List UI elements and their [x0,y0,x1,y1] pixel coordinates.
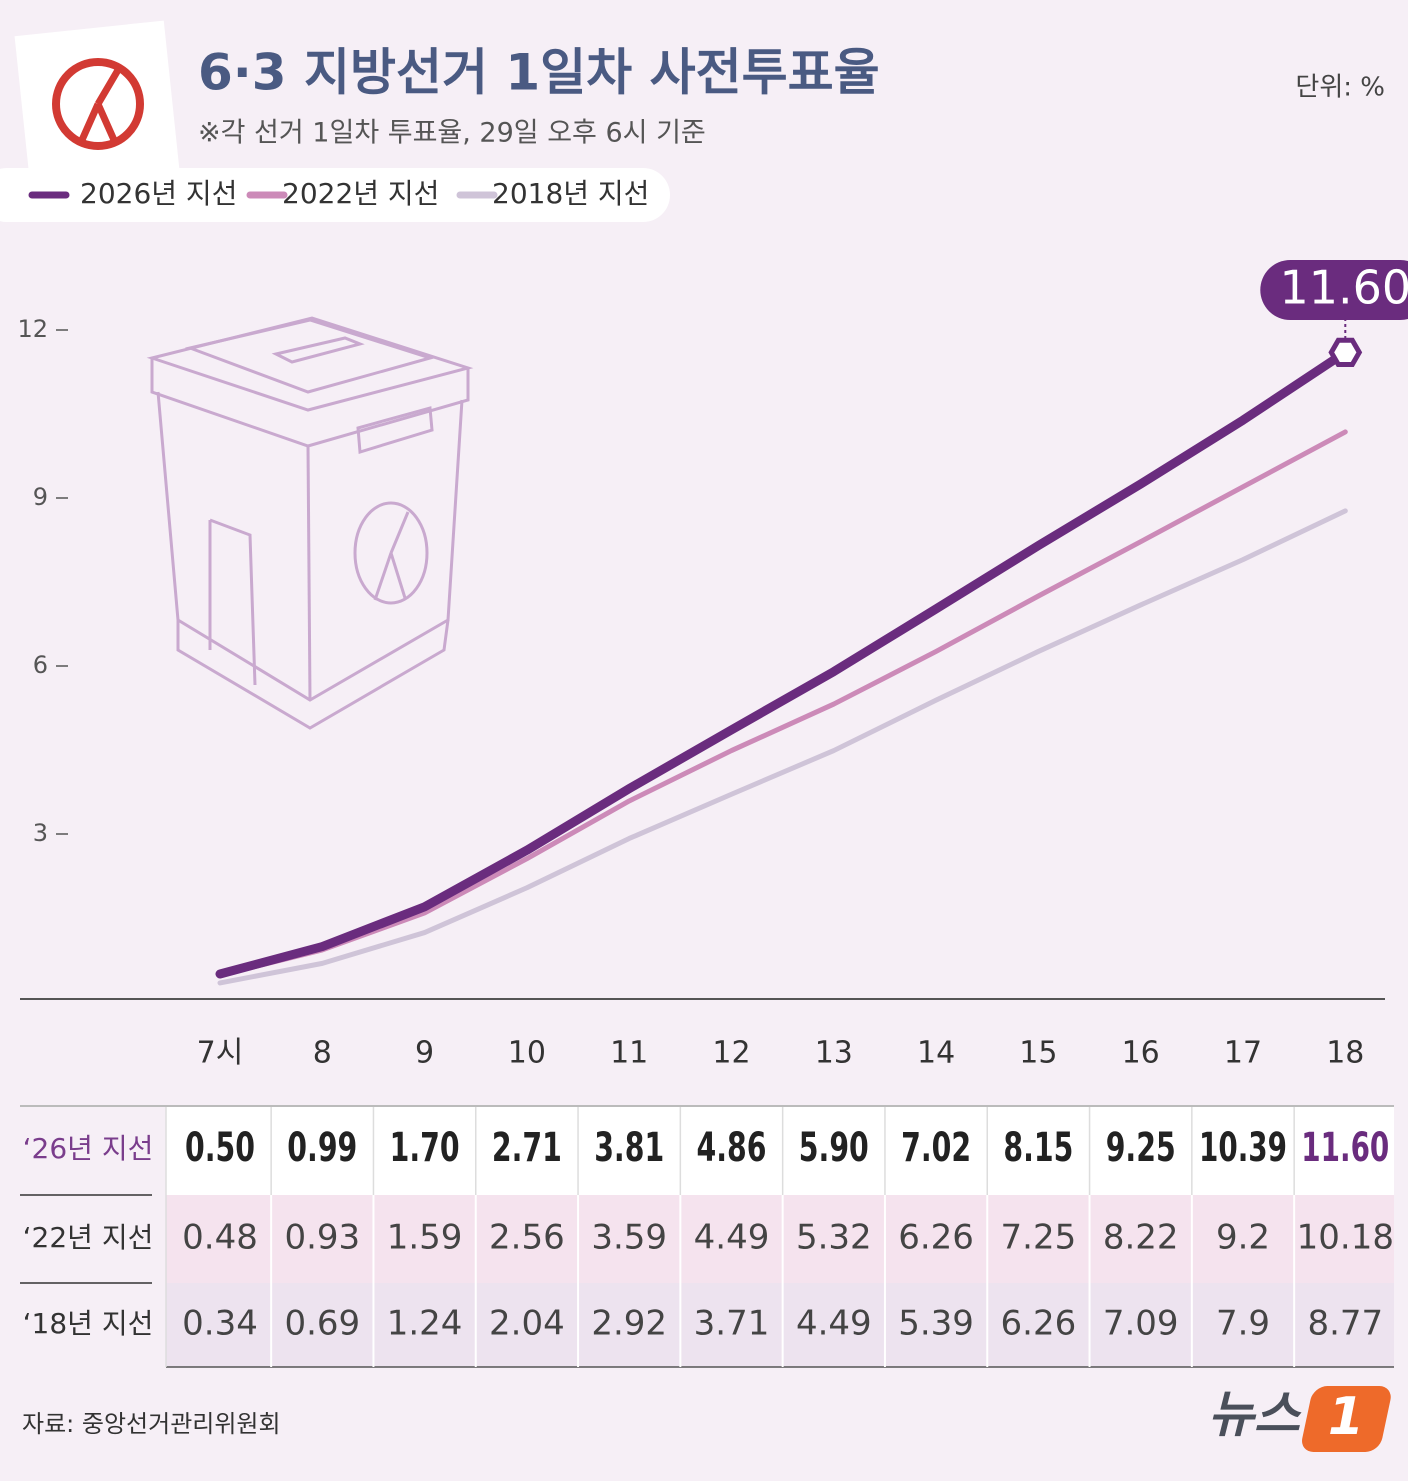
table-cell: 6.26 [898,1218,974,1258]
table-row-label: ‘18년 지선 [23,1307,154,1340]
table-cell: 1.24 [387,1304,463,1344]
x-tick-label: 9 [415,1036,434,1071]
annotation-label: 11.60 [1279,261,1408,315]
table-cell: 5.39 [898,1304,974,1344]
brand-logo: 뉴스 1 [1208,1386,1391,1452]
brand-text: 뉴스 [1208,1386,1302,1444]
legend-box [0,168,670,222]
brand-badge [1302,1386,1391,1452]
table-cell: 2.92 [591,1304,667,1344]
table-cell: 11.60 [1301,1125,1389,1171]
table-row-label: ‘26년 지선 [23,1132,154,1165]
y-tick-label: 12 [17,315,48,343]
brand-number: 1 [1328,1387,1364,1447]
x-tick-label: 16 [1122,1036,1160,1071]
source: 자료: 중앙선거관리위원회 [22,1410,281,1438]
y-tick-label: 3 [33,819,48,847]
table-cell: 7.9 [1216,1304,1270,1344]
legend-label: 2022년 지선 [282,177,439,210]
annotation-box [1260,260,1408,320]
table-cell: 0.50 [185,1125,255,1171]
table-cell: 6.26 [1001,1304,1077,1344]
x-tick-label: 10 [508,1036,546,1071]
table-cell: 0.48 [182,1218,258,1258]
series-line [217,508,1348,986]
x-tick-label: 14 [917,1036,955,1071]
y-tick-label: 9 [33,483,48,511]
y-tick-label: 6 [33,651,48,679]
table-cell: 2.71 [492,1125,562,1171]
x-tick-label: 17 [1224,1036,1262,1071]
table-cell: 0.99 [287,1125,357,1171]
subtitle: ※각 선거 1일차 투표율, 29일 오후 6시 기준 [198,118,706,149]
x-tick-label: 11 [610,1036,648,1071]
chart-title: 6·3 지방선거 1일차 사전투표율 [198,44,880,102]
table-cell: 2.04 [489,1304,565,1344]
table-cell: 4.49 [796,1304,872,1344]
table-row-bg [166,1107,1394,1195]
table-cell: 1.59 [387,1218,463,1258]
table-cell: 0.69 [284,1304,360,1344]
table-cell: 9.25 [1106,1125,1176,1171]
table-row-label: ‘22년 지선 [23,1221,154,1254]
table-cell: 8.77 [1307,1304,1383,1344]
table-cell: 10.18 [1297,1218,1394,1258]
unit: 단위: % [1295,73,1385,103]
x-tick-label: 8 [313,1036,332,1071]
table-cell: 7.25 [1001,1218,1077,1258]
table-cell: 10.39 [1199,1125,1287,1171]
table-cell: 2.56 [489,1218,565,1258]
ballot-icon [14,20,180,186]
x-tick-label: 7시 [197,1036,244,1071]
table-cell: 9.2 [1216,1218,1270,1258]
x-tick-label: 12 [712,1036,750,1071]
table-cell: 3.71 [694,1304,770,1344]
series-line [215,347,1350,979]
table-cell: 7.02 [901,1125,971,1171]
x-tick-label: 18 [1326,1036,1364,1071]
ballot-box-illustration [146,316,474,730]
table-cell: 0.93 [284,1218,360,1258]
table-cell: 4.86 [697,1125,767,1171]
table-row-bg [166,1283,1394,1367]
table-cell: 5.32 [796,1218,872,1258]
end-marker [1328,337,1363,368]
table-cell: 3.59 [591,1218,667,1258]
table-cell: 7.09 [1103,1304,1179,1344]
table-cell: 0.34 [182,1304,258,1344]
table-cell: 4.49 [694,1218,770,1258]
legend-label: 2026년 지선 [80,177,237,210]
table-cell: 5.90 [799,1125,869,1171]
x-tick-label: 15 [1019,1036,1057,1071]
table-cell: 1.70 [390,1125,460,1171]
series-line [217,429,1348,978]
table-cell: 8.15 [1003,1125,1073,1171]
legend-label: 2018년 지선 [492,177,649,210]
x-tick-label: 13 [815,1036,853,1071]
table-row-bg [166,1195,1394,1283]
table-cell: 3.81 [594,1125,664,1171]
legend: 2026년 지선 2022년 지선 2018년 지선 [28,177,649,210]
table-cell: 8.22 [1103,1218,1179,1258]
